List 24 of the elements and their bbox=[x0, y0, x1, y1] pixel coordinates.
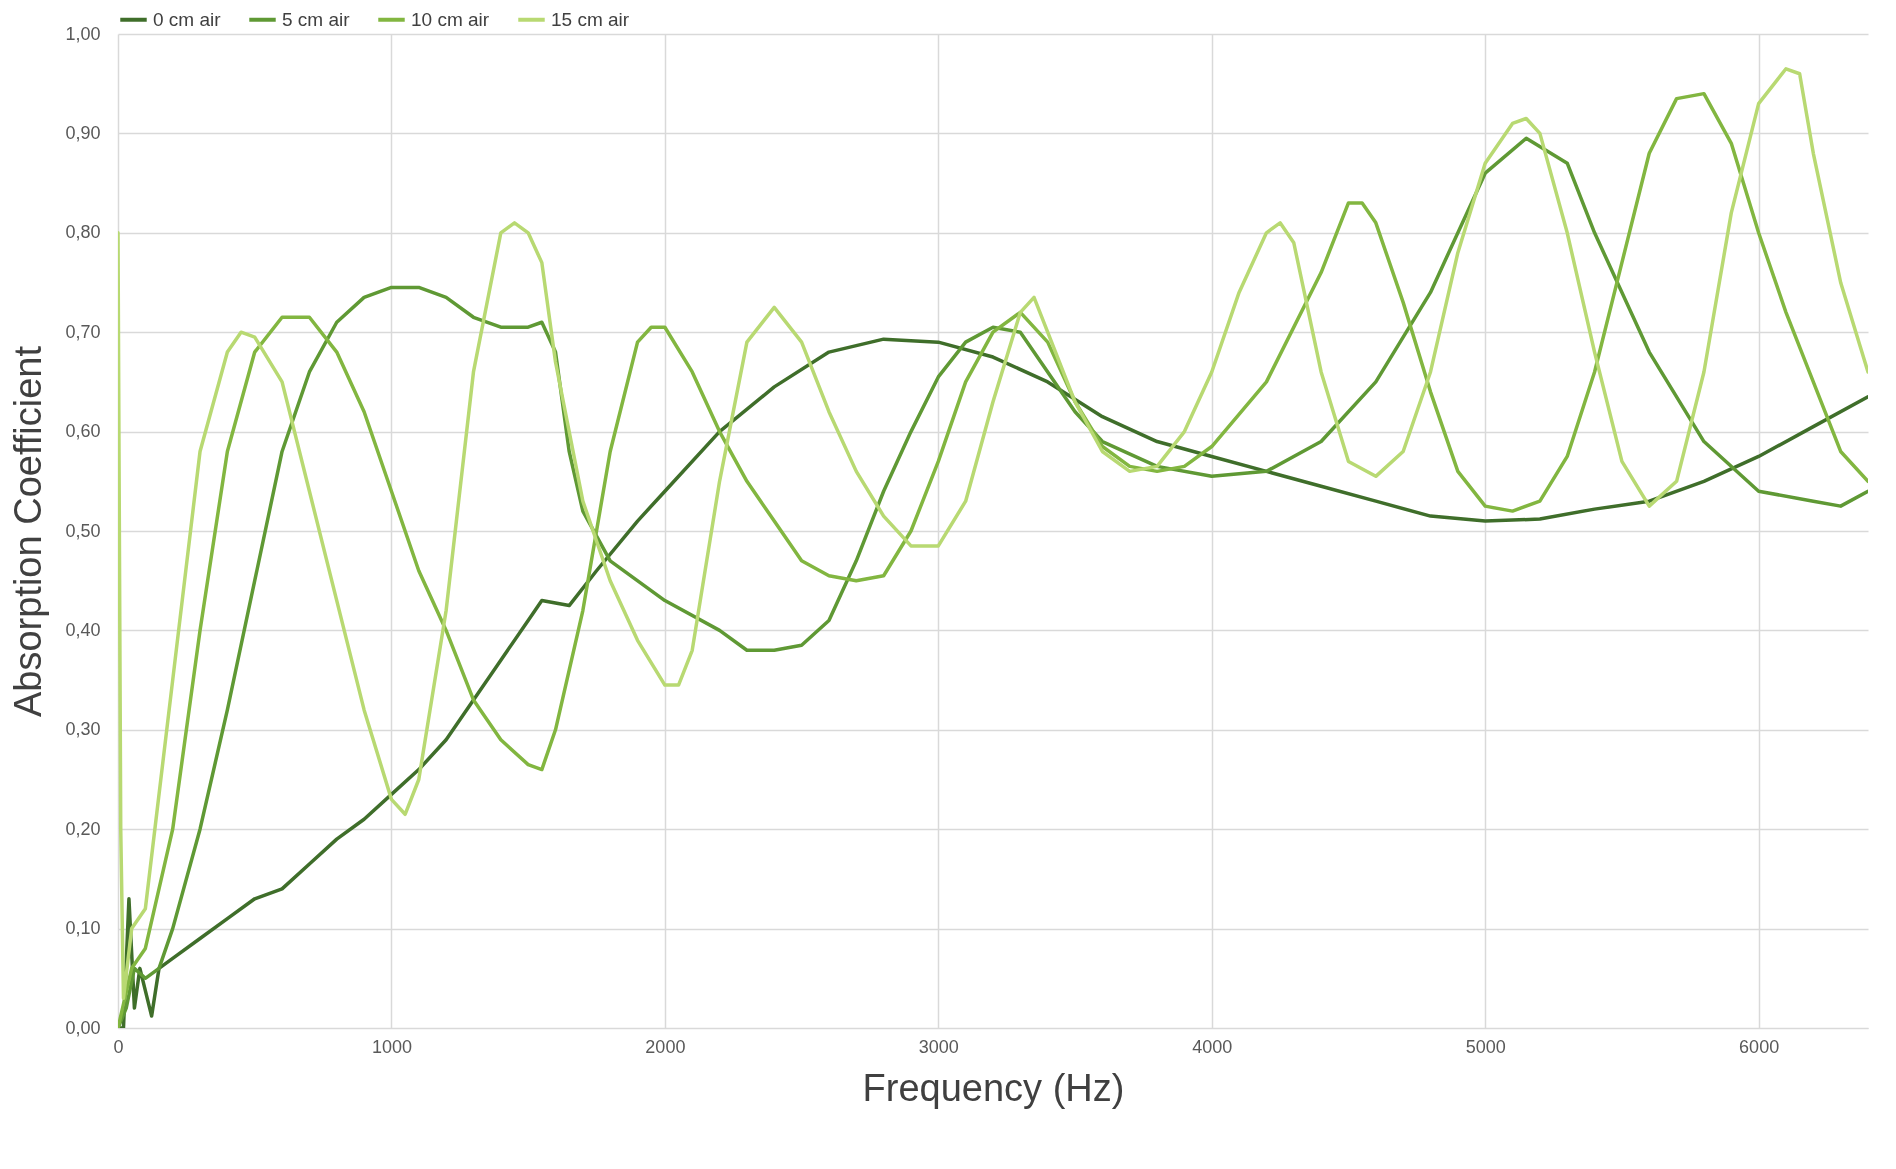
y-tick-label: 0,40 bbox=[65, 619, 101, 640]
y-tick-label: 0,00 bbox=[65, 1017, 101, 1038]
legend-label: 15 cm air bbox=[551, 8, 630, 30]
y-tick-label: 0,90 bbox=[65, 122, 101, 143]
y-tick-label: 0,10 bbox=[65, 918, 101, 939]
legend-label: 10 cm air bbox=[411, 8, 490, 30]
legend-label: 5 cm air bbox=[282, 8, 351, 30]
y-tick-label: 0,30 bbox=[65, 719, 101, 740]
x-tick-label: 2000 bbox=[645, 1036, 686, 1057]
x-tick-label: 3000 bbox=[918, 1036, 959, 1057]
x-axis-title: Frequency (Hz) bbox=[862, 1066, 1125, 1109]
x-tick-label: 5000 bbox=[1465, 1036, 1506, 1057]
y-tick-label: 1,00 bbox=[65, 23, 101, 44]
y-tick-label: 0,20 bbox=[65, 818, 101, 839]
x-tick-label: 1000 bbox=[371, 1036, 412, 1057]
y-tick-label: 0,50 bbox=[65, 520, 101, 541]
x-tick-label: 4000 bbox=[1192, 1036, 1233, 1057]
y-axis-title: Absorption Coefficient bbox=[7, 345, 50, 718]
y-tick-label: 0,60 bbox=[65, 421, 101, 442]
legend-label: 0 cm air bbox=[153, 8, 222, 30]
y-tick-label: 0,80 bbox=[65, 222, 101, 243]
x-tick-label: 6000 bbox=[1739, 1036, 1780, 1057]
x-tick-label: 0 bbox=[113, 1036, 124, 1057]
y-tick-label: 0,70 bbox=[65, 321, 101, 342]
